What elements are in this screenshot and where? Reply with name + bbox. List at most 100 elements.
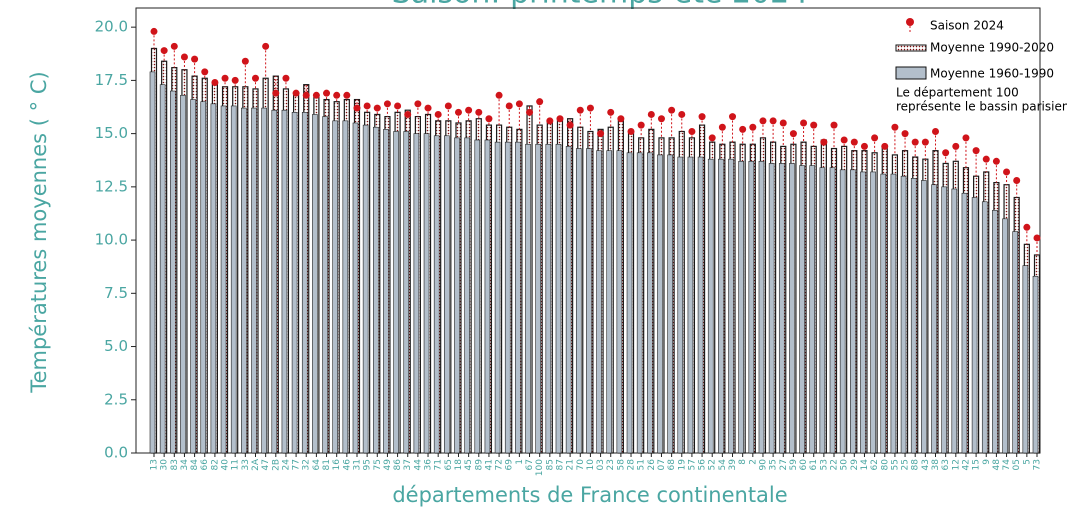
point xyxy=(363,102,371,110)
point xyxy=(718,123,726,131)
bar xyxy=(697,156,704,454)
bar xyxy=(291,112,298,454)
x-tick-label: 27 xyxy=(779,459,789,470)
point xyxy=(769,117,777,125)
y-tick-label: 20.0 xyxy=(95,18,128,36)
bar xyxy=(210,103,217,454)
y-tick-label: 17.5 xyxy=(95,71,128,89)
x-tick-label: 55 xyxy=(890,459,900,470)
bar xyxy=(992,209,998,454)
bar xyxy=(981,201,988,454)
x-tick-label: 35 xyxy=(769,459,779,470)
bar xyxy=(190,99,196,454)
point xyxy=(150,27,158,35)
point xyxy=(211,79,219,87)
legend-swatch xyxy=(895,66,927,80)
x-tick-label: 68 xyxy=(667,459,677,471)
point xyxy=(871,134,879,142)
point xyxy=(810,121,818,129)
x-tick-label: 15 xyxy=(972,459,982,470)
x-tick-label: 66 xyxy=(200,459,210,471)
x-tick-label: 81 xyxy=(322,459,332,470)
point xyxy=(789,130,797,138)
x-tick-label: 100 xyxy=(535,459,545,476)
bar xyxy=(301,112,308,454)
point xyxy=(241,57,249,65)
point xyxy=(607,108,615,116)
x-tick-label: 10 xyxy=(586,459,596,471)
legend: Saison 2024 Moyenne 1990-2020 Moyenne 19… xyxy=(895,18,1067,114)
point xyxy=(191,55,199,63)
x-tick-label: 05 xyxy=(1012,459,1022,470)
bar xyxy=(596,150,602,454)
bar xyxy=(951,188,958,454)
x-tick-label: 25 xyxy=(901,459,911,470)
x-tick-label: 34 xyxy=(180,459,190,471)
point xyxy=(820,138,828,146)
legend-marker xyxy=(906,18,914,26)
bar xyxy=(941,186,947,454)
x-tick-label: 57 xyxy=(687,459,697,470)
point xyxy=(729,113,737,121)
x-tick-label: 36 xyxy=(424,459,434,471)
x-tick-label: 69 xyxy=(505,459,515,471)
x-tick-label: 52 xyxy=(708,459,718,470)
point xyxy=(454,108,462,116)
bar xyxy=(555,143,562,454)
point xyxy=(688,127,696,135)
point xyxy=(383,100,391,108)
x-tick-label: 67 xyxy=(525,459,535,470)
point xyxy=(952,142,960,150)
x-tick-label: 38 xyxy=(931,459,941,471)
x-tick-label: 5 xyxy=(1022,459,1032,465)
x-tick-label: 88 xyxy=(911,459,921,471)
bar xyxy=(535,143,541,454)
point xyxy=(708,134,716,142)
point xyxy=(434,110,442,118)
x-tick-label: 51 xyxy=(637,459,647,470)
x-tick-label: 9 xyxy=(982,459,992,465)
x-tick-label: 83 xyxy=(170,459,180,470)
point xyxy=(556,115,564,123)
bar xyxy=(799,165,805,454)
x-tick-label: 19 xyxy=(677,459,687,471)
point xyxy=(739,125,747,133)
point xyxy=(668,106,676,114)
x-tick-label: 58 xyxy=(616,459,626,471)
point xyxy=(221,74,229,82)
point xyxy=(617,115,625,123)
bar xyxy=(880,173,887,454)
x-tick-label: 62 xyxy=(870,459,880,470)
x-tick-label: 90 xyxy=(758,459,768,471)
point xyxy=(992,157,1000,165)
bar xyxy=(342,120,349,454)
x-tick-label: 73 xyxy=(1033,459,1043,470)
point xyxy=(881,142,889,150)
point xyxy=(312,91,320,99)
bar xyxy=(444,135,450,454)
bar xyxy=(809,165,816,454)
x-tick-label: 39 xyxy=(728,459,738,471)
bar xyxy=(230,105,237,454)
bar xyxy=(271,109,278,454)
y-tick-label: 10.0 xyxy=(95,231,128,249)
x-tick-label: 1 xyxy=(515,459,525,465)
x-tick-label: 40 xyxy=(221,459,231,471)
bar xyxy=(322,116,328,454)
bar xyxy=(383,129,389,454)
bar xyxy=(829,167,836,454)
bar xyxy=(636,152,643,454)
y-tick-label: 5.0 xyxy=(104,337,128,355)
point xyxy=(444,102,452,110)
x-tick-label: 30 xyxy=(160,459,170,471)
point xyxy=(597,130,605,138)
point xyxy=(546,117,554,125)
bar xyxy=(281,109,288,454)
y-tick-label: 2.5 xyxy=(104,390,128,408)
x-axis-label: départements de France continentale xyxy=(392,483,787,507)
point xyxy=(932,127,940,135)
point xyxy=(333,91,341,99)
point xyxy=(262,42,270,50)
bar xyxy=(261,107,267,454)
point xyxy=(404,110,412,118)
